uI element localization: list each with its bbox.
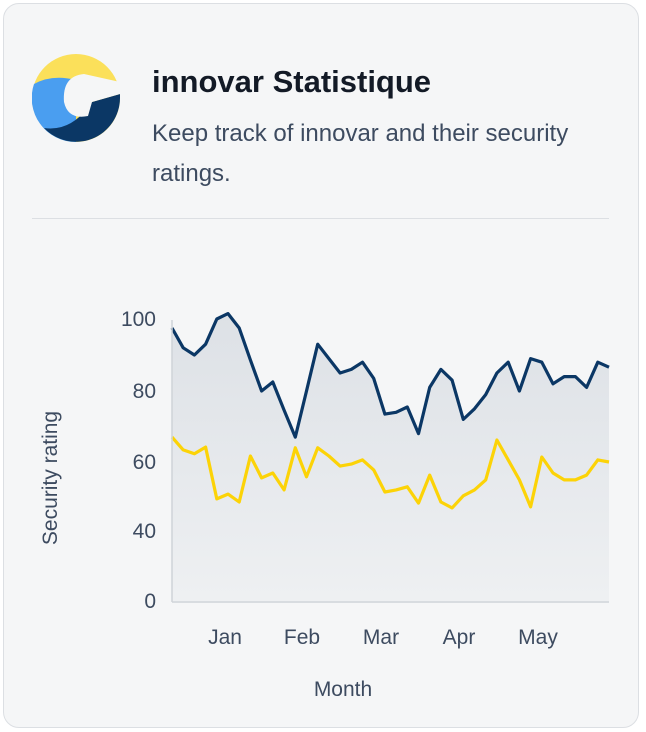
divider — [32, 218, 609, 219]
y-axis-title: Security rating — [39, 411, 62, 545]
x-tick-label: Jan — [208, 626, 242, 649]
y-tick-label: 60 — [133, 451, 156, 474]
x-tick-label: Feb — [284, 626, 320, 649]
y-tick-label: 40 — [133, 520, 156, 543]
series-line-0 — [170, 312, 610, 439]
card-title: innovar Statistique — [152, 64, 432, 99]
x-tick-label: Apr — [443, 626, 476, 649]
x-tick-label: May — [518, 626, 558, 649]
series-line-1 — [170, 436, 610, 510]
innovar-logo — [32, 54, 120, 142]
card-subtitle: Keep track of innovar and their security… — [152, 120, 569, 187]
y-tick-label: 80 — [133, 380, 156, 403]
x-tick-label: Mar — [363, 626, 399, 649]
y-tick-label: 100 — [121, 308, 156, 331]
series-area-0 — [172, 313, 609, 601]
y-tick-label: 0 — [144, 590, 156, 613]
x-axis-title: Month — [314, 678, 372, 701]
